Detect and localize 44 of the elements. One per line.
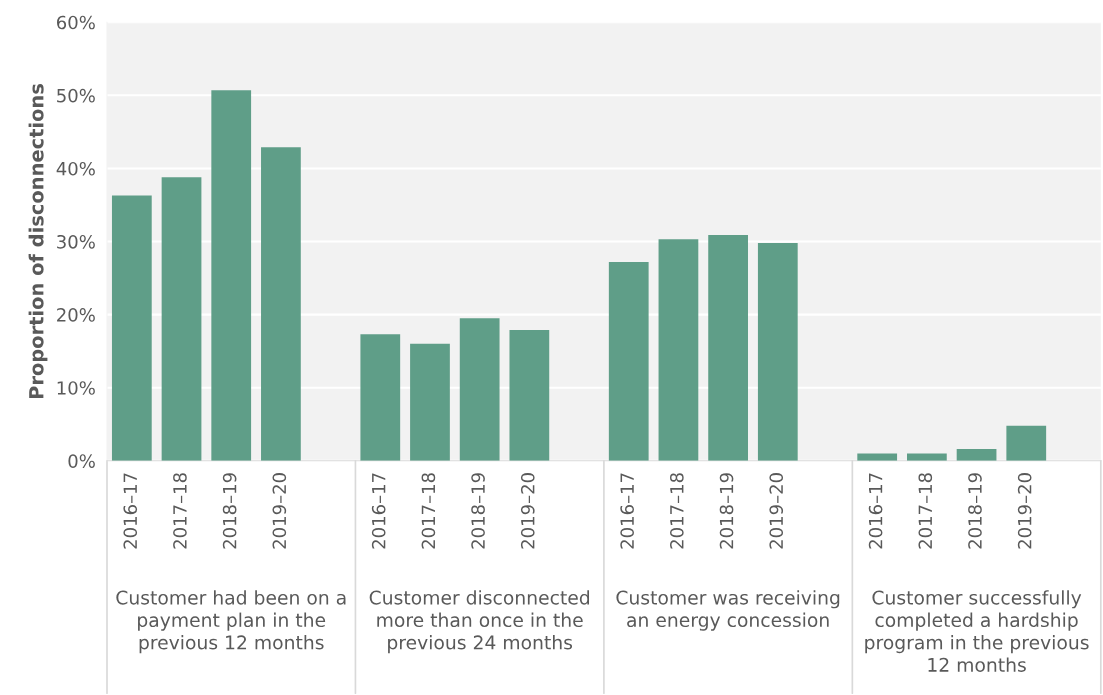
x-tick-label: 2018–19 [471,473,485,549]
bar [708,234,748,461]
y-tick-label: 0% [68,454,95,468]
y-tick-label: 10% [57,381,95,395]
bar [261,147,301,461]
x-tick-label: 2017–18 [918,473,933,549]
x-tick-label: 2018–19 [968,473,982,549]
text: Customer successfully completed a hardship program in the previous 12 months [865,590,1089,672]
x-tick-label: 2016–17 [123,473,138,549]
y-tick-label: 30% [57,234,95,249]
bar [360,334,401,461]
y-axis-title: Proportion of disconnections [28,84,48,399]
bar [211,90,252,461]
bar [956,449,997,461]
y-tick-label: 60% [57,15,95,30]
text: Customer disconnected more than once in the previous 24 months [369,590,590,654]
bar [161,177,202,461]
x-tick-label: 2019–20 [769,473,784,549]
x-tick-label: 2019–20 [1017,473,1032,549]
x-tick-label: 2017–18 [173,473,187,549]
bar [857,453,898,461]
bar [410,343,450,461]
y-tick-label: 50% [57,88,95,103]
x-tick-label: 2016–17 [371,473,386,549]
bar [757,242,798,461]
x-tick-label: 2019–20 [272,473,287,549]
x-tick-label: 2017–18 [670,473,684,549]
bar [509,329,550,461]
x-tick-label: 2018–19 [719,473,734,549]
bar [658,239,699,461]
text: Customer had been on a payment plan in the previous 12 months [116,590,346,654]
bar [1006,425,1047,461]
bar [111,195,152,461]
y-tick-label: 20% [57,308,95,322]
y-tick-label: 40% [56,161,95,176]
x-tick-label: 2016–17 [620,473,634,549]
x-tick-label: 2019–20 [520,473,535,549]
bar [459,318,500,461]
text: Customer was receiving an energy concession [616,590,840,631]
bar [608,261,649,461]
x-tick-label: 2016–17 [868,473,883,549]
bar [907,453,947,461]
x-tick-label: 2018–19 [222,473,237,549]
x-tick-label: 2017–18 [421,473,436,549]
